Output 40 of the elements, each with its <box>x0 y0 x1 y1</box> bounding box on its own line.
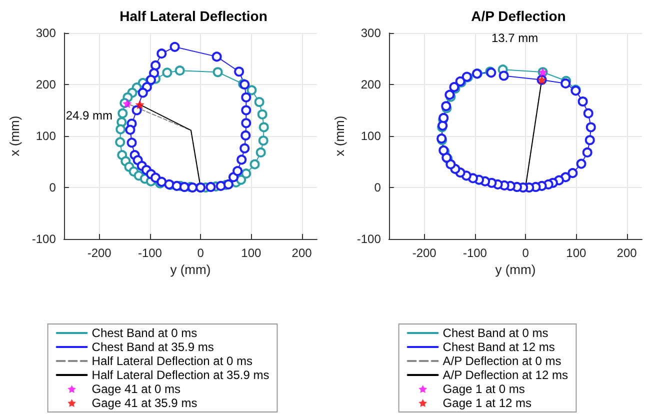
y-tick-label: 0 <box>49 180 56 194</box>
legend-label: A/P Deflection at 0 ms <box>442 354 562 368</box>
y-tick-label: -100 <box>356 232 382 246</box>
x-tick-label: 100 <box>566 246 587 260</box>
y-tick-label: 100 <box>36 129 56 143</box>
y-axis-title: x (mm) <box>332 116 347 156</box>
legend-label: Gage 1 at 0 ms <box>442 382 525 396</box>
x-tick-label: -200 <box>87 246 112 260</box>
y-axis-title: x (mm) <box>7 116 22 156</box>
x-tick-label: 0 <box>522 246 530 260</box>
chart-title: A/P Deflection <box>471 8 566 24</box>
y-tick-label: 300 <box>36 26 56 40</box>
legend-label: Gage 41 at 0 ms <box>92 382 181 396</box>
legend-label: Chest Band at 35.9 ms <box>92 340 214 354</box>
legend-label: Gage 41 at 35.9 ms <box>92 396 198 410</box>
annotation: 13.7 mm <box>491 31 538 46</box>
legend-label: Chest Band at 0 ms <box>92 326 198 340</box>
x-axis-title: y (mm) <box>170 262 211 277</box>
annotation: 24.9 mm <box>66 108 113 123</box>
y-tick-label: 300 <box>360 26 382 40</box>
legend-label: Half Lateral Deflection at 35.9 ms <box>92 368 270 382</box>
chart-title: Half Lateral Deflection <box>120 8 268 24</box>
legend-label: A/P Deflection at 12 ms <box>442 368 568 382</box>
x-tick-label: -200 <box>412 246 437 260</box>
legend-label: Gage 1 at 12 ms <box>442 396 532 410</box>
y-tick-label: 100 <box>360 129 382 143</box>
x-tick-label: 200 <box>616 246 638 260</box>
y-tick-label: 200 <box>36 78 56 92</box>
legend-label: Chest Band at 0 ms <box>442 326 548 340</box>
x-axis-title: y (mm) <box>495 262 536 277</box>
y-tick-label: 0 <box>374 180 382 194</box>
x-tick-label: -100 <box>462 246 488 260</box>
x-tick-label: 200 <box>292 246 312 260</box>
legend-label: Chest Band at 12 ms <box>442 340 555 354</box>
legend-label: Half Lateral Deflection at 0 ms <box>92 354 253 368</box>
y-tick-label: -100 <box>32 232 56 246</box>
y-tick-label: 200 <box>360 78 382 92</box>
x-tick-label: 0 <box>197 246 204 260</box>
x-tick-label: -100 <box>138 246 162 260</box>
x-tick-label: 100 <box>241 246 262 260</box>
